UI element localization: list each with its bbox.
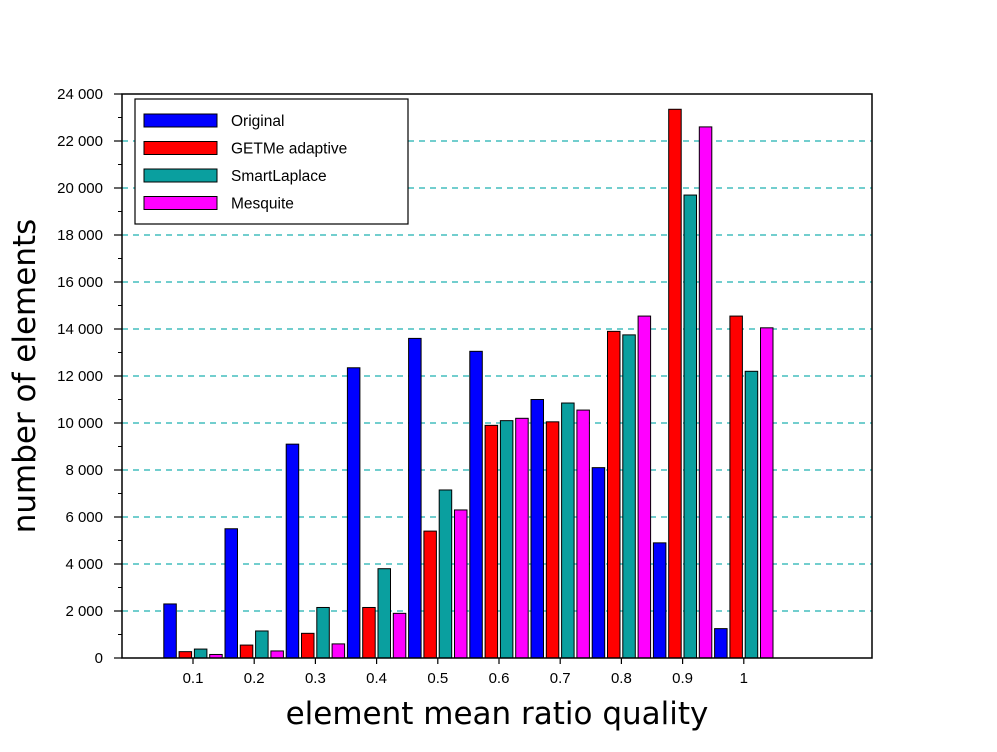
- y-tick-label: 0: [95, 650, 103, 667]
- y-tick-label: 10 000: [57, 415, 103, 432]
- bar-original-0.5: [408, 337, 422, 659]
- x-tick-label: 0.7: [550, 670, 571, 687]
- bar-mesquite-0.7: [576, 409, 590, 659]
- legend-swatch: [143, 113, 218, 128]
- y-tick-label: 24 000: [57, 86, 103, 103]
- bar-smartlaplace-0.5: [438, 489, 453, 659]
- y-tick-label: 8 000: [65, 462, 103, 479]
- legend-swatch: [143, 168, 218, 183]
- legend-swatch: [143, 141, 218, 155]
- bar-getme-adaptive-1: [729, 315, 743, 659]
- x-tick-label: 0.6: [489, 670, 510, 687]
- bar-original-1: [714, 628, 728, 659]
- bar-smartlaplace-0.6: [499, 420, 514, 659]
- x-tick-label: 0.5: [427, 670, 448, 687]
- bar-original-0.3: [285, 443, 300, 659]
- x-tick-label: 0.8: [611, 670, 632, 687]
- x-tick-label: 0.1: [183, 670, 204, 687]
- bar-original-0.2: [224, 528, 238, 659]
- bar-original-0.8: [591, 467, 606, 659]
- y-tick-label: 6 000: [65, 509, 103, 526]
- bar-mesquite-0.8: [637, 315, 652, 659]
- bar-smartlaplace-0.8: [622, 334, 636, 659]
- bar-mesquite-0.9: [698, 126, 713, 659]
- axes: 0 2 000 4 000 6 000 8 000 10 000 12 000 14 000 1…: [57, 86, 748, 687]
- y-tick-label: 22 000: [57, 133, 103, 150]
- bar-smartlaplace-0.1: [193, 648, 208, 659]
- bar-mesquite-0.4: [392, 612, 407, 659]
- bar-getme-adaptive-0.1: [178, 651, 193, 659]
- x-tick-label: 0.9: [672, 670, 693, 687]
- bar-getme-adaptive-0.8: [607, 330, 621, 659]
- bar-smartlaplace-1: [744, 370, 759, 659]
- bars: [163, 108, 774, 659]
- bar-smartlaplace-0.9: [683, 194, 697, 659]
- bar-getme-adaptive-0.5: [423, 530, 437, 659]
- bar-getme-adaptive-0.4: [362, 606, 376, 659]
- bar-smartlaplace-0.3: [316, 606, 330, 659]
- bar-getme-adaptive-0.2: [239, 644, 254, 659]
- x-tick-label: 0.4: [366, 670, 387, 687]
- legend-label: Mesquite: [231, 196, 294, 213]
- legend-label: Original: [231, 113, 284, 130]
- x-tick-label: 0.2: [244, 670, 265, 687]
- bar-mesquite-0.6: [515, 417, 529, 659]
- bar-getme-adaptive-0.7: [545, 421, 560, 659]
- bar-getme-adaptive-0.6: [484, 424, 499, 659]
- bar-getme-adaptive-0.9: [668, 108, 682, 659]
- y-tick-label: 4 000: [65, 556, 103, 573]
- legend-label: GETMe adaptive: [231, 141, 347, 158]
- y-tick-label: 16 000: [57, 274, 103, 291]
- bar-smartlaplace-0.4: [377, 568, 391, 659]
- y-tick-label: 14 000: [57, 321, 103, 338]
- bar-mesquite-0.2: [270, 650, 284, 659]
- y-tick-label: 2 000: [65, 603, 103, 620]
- bar-original-0.6: [469, 350, 483, 659]
- legend-swatch: [143, 196, 218, 210]
- bar-mesquite-0.5: [454, 509, 468, 659]
- bar-getme-adaptive-0.3: [301, 632, 315, 659]
- legend: Original GETMe adaptive SmartLaplace Mesqui…: [134, 98, 409, 225]
- x-tick-label: 1: [740, 670, 748, 687]
- bar-mesquite-1: [760, 327, 774, 659]
- y-tick-label: 18 000: [57, 227, 103, 244]
- x-axis-title: element mean ratio quality: [286, 696, 709, 732]
- y-axis-title: number of elements: [7, 219, 43, 534]
- bar-original-0.7: [530, 399, 544, 659]
- legend-label: SmartLaplace: [231, 168, 327, 185]
- bar-original-0.1: [163, 603, 177, 659]
- bar-original-0.9: [652, 542, 667, 659]
- bar-smartlaplace-0.2: [255, 630, 269, 659]
- bar-mesquite-0.3: [331, 643, 346, 659]
- bar-smartlaplace-0.7: [561, 402, 575, 659]
- y-tick-label: 12 000: [57, 368, 103, 385]
- x-tick-label: 0.3: [305, 670, 326, 687]
- bar-original-0.4: [346, 367, 361, 659]
- y-tick-label: 20 000: [57, 180, 103, 197]
